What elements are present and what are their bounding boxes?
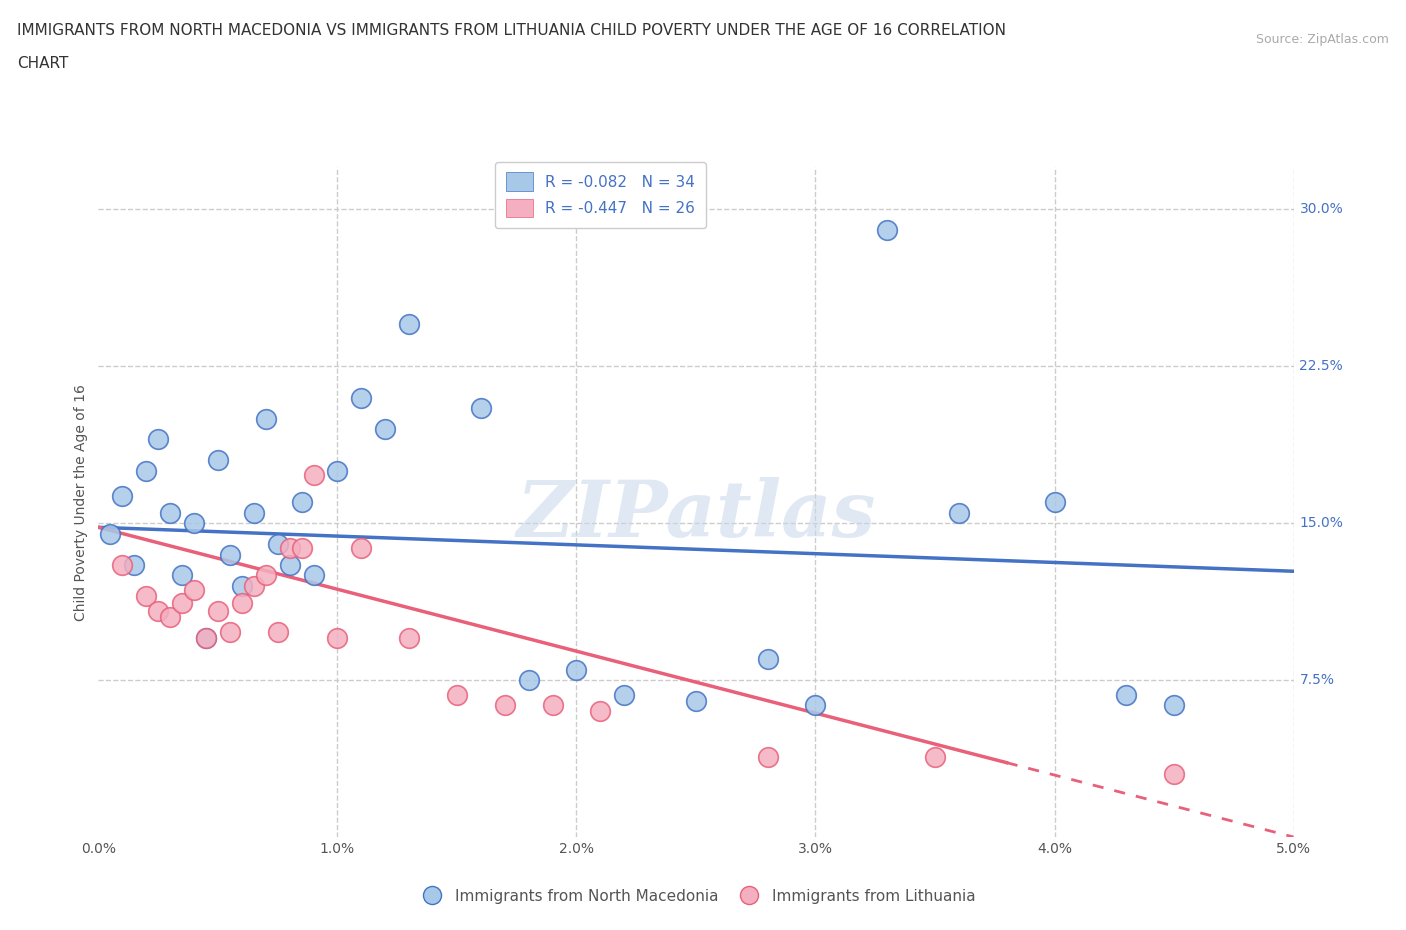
Y-axis label: Child Poverty Under the Age of 16: Child Poverty Under the Age of 16 [75, 384, 89, 620]
Point [1163, 698, 1185, 712]
Point [924, 750, 946, 764]
Point [804, 698, 827, 712]
Point [159, 505, 181, 520]
Point [148, 432, 170, 447]
Text: ZIPatlas: ZIPatlas [516, 477, 876, 554]
Point [374, 421, 396, 436]
Point [278, 558, 301, 573]
Point [124, 558, 146, 573]
Point [183, 582, 205, 598]
Point [876, 223, 898, 238]
Point [148, 604, 170, 618]
Point [231, 595, 253, 610]
Point [135, 589, 157, 604]
Point [207, 453, 229, 468]
Point [756, 652, 779, 667]
Point [290, 541, 312, 556]
Point [541, 698, 564, 712]
Point [290, 495, 312, 510]
Point [243, 505, 266, 520]
Point [326, 463, 349, 478]
Point [302, 468, 325, 483]
Point [183, 516, 205, 531]
Point [254, 568, 277, 583]
Text: 7.5%: 7.5% [1299, 673, 1334, 687]
Point [494, 698, 516, 712]
Point [172, 595, 194, 610]
Point [1115, 687, 1137, 702]
Point [278, 541, 301, 556]
Point [1163, 766, 1185, 781]
Point [243, 578, 266, 593]
Point [111, 558, 134, 573]
Point [470, 401, 492, 416]
Point [398, 631, 420, 645]
Point [613, 687, 636, 702]
Point [194, 631, 218, 645]
Text: Source: ZipAtlas.com: Source: ZipAtlas.com [1256, 33, 1389, 46]
Point [111, 488, 134, 503]
Point [135, 463, 157, 478]
Point [517, 672, 540, 687]
Point [172, 568, 194, 583]
Point [398, 317, 420, 332]
Point [219, 625, 242, 640]
Point [267, 537, 290, 551]
Point [194, 631, 218, 645]
Point [350, 541, 373, 556]
Point [565, 662, 588, 677]
Legend: Immigrants from North Macedonia, Immigrants from Lithuania: Immigrants from North Macedonia, Immigra… [411, 883, 981, 910]
Point [159, 610, 181, 625]
Point [756, 750, 779, 764]
Point [219, 547, 242, 562]
Point [1043, 495, 1066, 510]
Point [302, 568, 325, 583]
Point [254, 411, 277, 426]
Point [948, 505, 970, 520]
Point [326, 631, 349, 645]
Text: IMMIGRANTS FROM NORTH MACEDONIA VS IMMIGRANTS FROM LITHUANIA CHILD POVERTY UNDER: IMMIGRANTS FROM NORTH MACEDONIA VS IMMIG… [17, 23, 1005, 38]
Point [98, 526, 122, 541]
Point [350, 391, 373, 405]
Point [685, 694, 707, 709]
Point [207, 604, 229, 618]
Text: 22.5%: 22.5% [1299, 359, 1343, 373]
Point [446, 687, 468, 702]
Text: CHART: CHART [17, 56, 69, 71]
Text: 30.0%: 30.0% [1299, 202, 1343, 217]
Text: 15.0%: 15.0% [1299, 516, 1343, 530]
Point [267, 625, 290, 640]
Point [589, 704, 612, 719]
Point [231, 578, 253, 593]
